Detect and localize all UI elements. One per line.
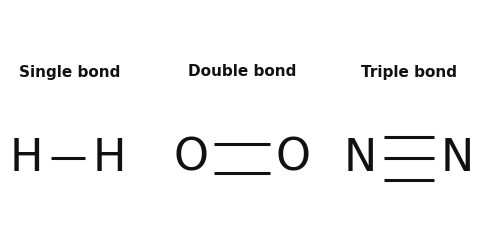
Text: N: N xyxy=(344,137,377,180)
Text: N: N xyxy=(441,137,474,180)
Text: O: O xyxy=(174,137,209,180)
Text: O: O xyxy=(275,137,310,180)
Text: Triple bond: Triple bond xyxy=(361,65,457,79)
Text: H: H xyxy=(92,137,126,180)
Text: Double bond: Double bond xyxy=(188,65,296,79)
Text: Single bond: Single bond xyxy=(19,65,121,79)
Text: H: H xyxy=(10,137,44,180)
